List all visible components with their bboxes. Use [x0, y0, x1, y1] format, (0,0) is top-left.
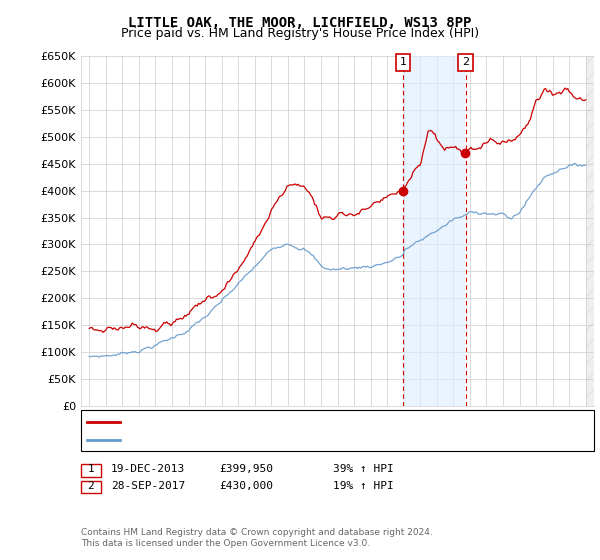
Text: £430,000: £430,000 [219, 481, 273, 491]
Text: 19-DEC-2013: 19-DEC-2013 [111, 464, 185, 474]
Text: 28-SEP-2017: 28-SEP-2017 [111, 481, 185, 491]
Text: LITTLE OAK, THE MOOR, LICHFIELD, WS13 8PP: LITTLE OAK, THE MOOR, LICHFIELD, WS13 8P… [128, 16, 472, 30]
Text: £399,950: £399,950 [219, 464, 273, 474]
Text: 2: 2 [462, 58, 469, 67]
Text: Contains HM Land Registry data © Crown copyright and database right 2024.
This d: Contains HM Land Registry data © Crown c… [81, 528, 433, 548]
Text: LITTLE OAK, THE MOOR, LICHFIELD, WS13 8PP (detached house): LITTLE OAK, THE MOOR, LICHFIELD, WS13 8P… [126, 417, 488, 427]
Text: 39% ↑ HPI: 39% ↑ HPI [333, 464, 394, 474]
Text: 1: 1 [400, 58, 407, 67]
Text: Price paid vs. HM Land Registry's House Price Index (HPI): Price paid vs. HM Land Registry's House … [121, 27, 479, 40]
Text: 1: 1 [88, 464, 94, 474]
Text: 2: 2 [88, 481, 94, 491]
Text: 19% ↑ HPI: 19% ↑ HPI [333, 481, 394, 491]
Text: HPI: Average price, detached house, Lichfield: HPI: Average price, detached house, Lich… [126, 435, 407, 445]
